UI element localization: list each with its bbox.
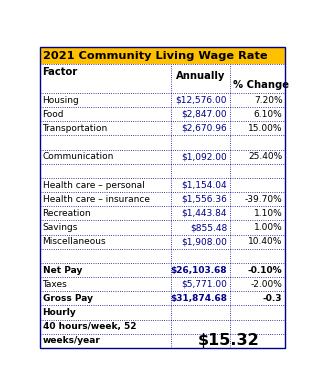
Text: $855.48: $855.48 <box>190 223 227 232</box>
Text: -0.10%: -0.10% <box>248 265 282 274</box>
Text: -2.00%: -2.00% <box>250 280 282 289</box>
Text: 10.40%: 10.40% <box>248 237 282 246</box>
Text: % Change: % Change <box>233 80 289 90</box>
Text: 40 hours/week, 52: 40 hours/week, 52 <box>42 322 136 331</box>
Text: 15.00%: 15.00% <box>248 124 282 133</box>
Text: Transportation: Transportation <box>42 124 108 133</box>
Text: Savings: Savings <box>42 223 78 232</box>
Text: 25.40%: 25.40% <box>248 152 282 161</box>
Text: weeks/year: weeks/year <box>42 336 100 345</box>
Text: Factor: Factor <box>42 67 78 77</box>
Text: $1,154.04: $1,154.04 <box>181 181 227 190</box>
Bar <box>40 47 285 65</box>
Text: $2,847.00: $2,847.00 <box>181 110 227 119</box>
Text: Communication: Communication <box>42 152 114 161</box>
Text: Annually: Annually <box>176 71 225 81</box>
Text: $1,092.00: $1,092.00 <box>181 152 227 161</box>
Text: $26,103.68: $26,103.68 <box>171 265 227 274</box>
Text: -39.70%: -39.70% <box>245 195 282 204</box>
Text: $31,874.68: $31,874.68 <box>170 294 227 303</box>
Text: $1,443.84: $1,443.84 <box>182 209 227 218</box>
Text: $5,771.00: $5,771.00 <box>181 280 227 289</box>
Text: Gross Pay: Gross Pay <box>42 294 93 303</box>
Text: 2021 Community Living Wage Rate: 2021 Community Living Wage Rate <box>42 51 267 61</box>
Text: $12,576.00: $12,576.00 <box>176 95 227 104</box>
Text: Hourly: Hourly <box>42 308 76 317</box>
Text: Health care – personal: Health care – personal <box>42 181 144 190</box>
Text: 7.20%: 7.20% <box>254 95 282 104</box>
Text: $2,670.96: $2,670.96 <box>181 124 227 133</box>
Text: 6.10%: 6.10% <box>254 110 282 119</box>
Text: $1,908.00: $1,908.00 <box>181 237 227 246</box>
Text: $15.32: $15.32 <box>197 334 259 348</box>
Text: Housing: Housing <box>42 95 79 104</box>
Text: -0.3: -0.3 <box>263 294 282 303</box>
Text: Net Pay: Net Pay <box>42 265 82 274</box>
Text: 1.00%: 1.00% <box>254 223 282 232</box>
Text: Recreation: Recreation <box>42 209 91 218</box>
Text: Taxes: Taxes <box>42 280 67 289</box>
Text: 1.10%: 1.10% <box>254 209 282 218</box>
Text: Miscellaneous: Miscellaneous <box>42 237 106 246</box>
Text: Food: Food <box>42 110 64 119</box>
Text: $1,556.36: $1,556.36 <box>181 195 227 204</box>
Text: Health care – insurance: Health care – insurance <box>42 195 150 204</box>
